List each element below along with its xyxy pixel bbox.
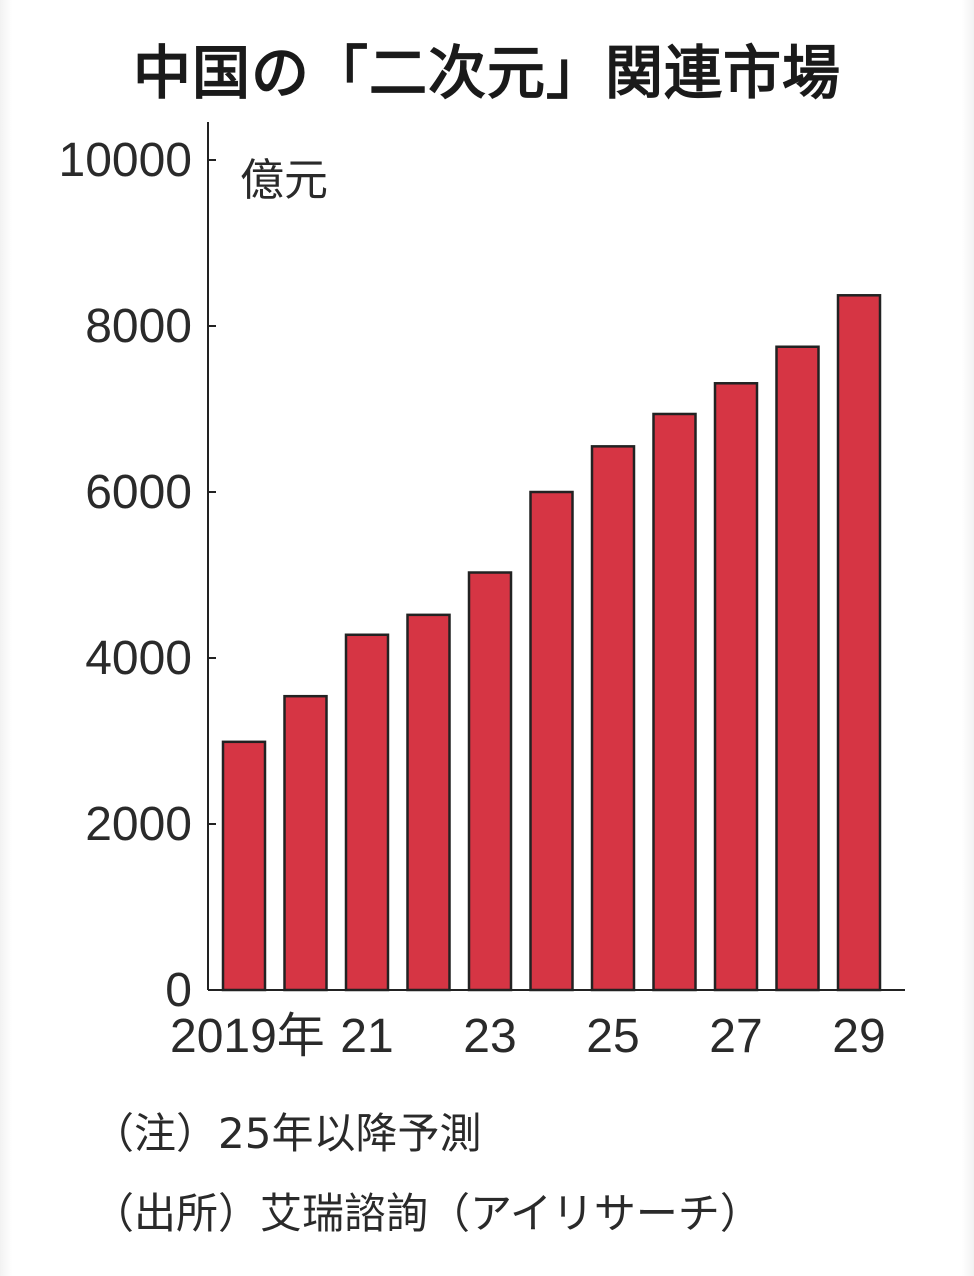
x-tick-label: 29 [832, 1010, 885, 1063]
bar-2029 [836, 294, 882, 992]
bar-2021 [344, 633, 390, 992]
forecast-note: （注）25年以降予測 [92, 1109, 482, 1158]
y-tick-label: 6000 [85, 466, 192, 519]
left-edge-shade [0, 0, 12, 1276]
right-edge-shade [962, 0, 974, 1276]
chart-title: 中国の「二次元」関連市場 [132, 39, 841, 107]
bar-2027 [713, 382, 759, 992]
y-tick-label: 2000 [85, 798, 192, 851]
y-tick-label: 10000 [59, 134, 192, 187]
x-tick-label: 25 [586, 1010, 639, 1063]
bar-2019 [221, 740, 267, 992]
bars [221, 294, 882, 992]
y-tick-label: 0 [165, 964, 192, 1017]
unit-label: 億元 [240, 155, 328, 206]
bar-2026 [652, 412, 697, 992]
y-tick-label: 8000 [85, 300, 192, 353]
x-tick-label: 23 [463, 1010, 516, 1063]
x-tick-label: 21 [340, 1010, 393, 1063]
x-tick-label: 2019年 [170, 1010, 325, 1063]
x-axis: 2019年 21 23 25 27 29 [170, 989, 905, 1063]
bar-2025 [590, 445, 636, 992]
y-axis: 10000 8000 6000 4000 2000 0 [59, 122, 216, 1017]
bar-2028 [775, 345, 820, 992]
source-note: （出所）艾瑞諮詢（アイリサーチ） [92, 1189, 762, 1238]
bar-2020 [283, 694, 328, 992]
bar-2022 [406, 613, 451, 992]
y-tick-label: 4000 [85, 632, 192, 685]
bar-2023 [467, 571, 513, 992]
bar-2024 [529, 490, 574, 992]
x-tick-label: 27 [709, 1010, 762, 1063]
